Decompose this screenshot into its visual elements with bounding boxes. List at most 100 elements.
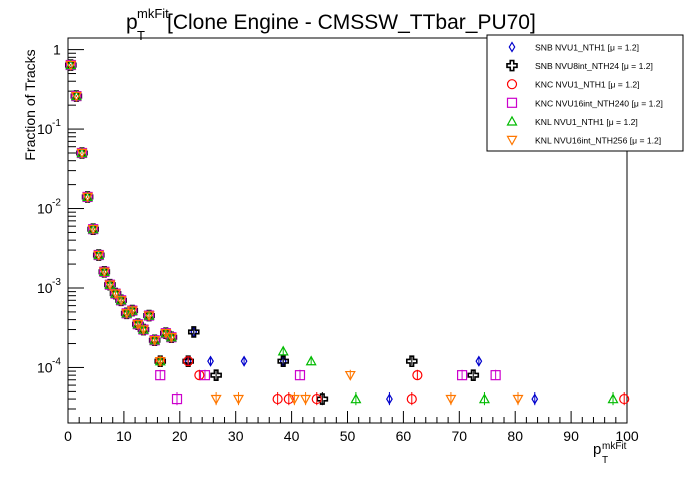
data-point-triangle-down [445,394,457,405]
data-point-triangle-down [65,60,77,71]
y-tick-label-base: 10 [37,121,53,137]
x-axis: 0 10 20 30 40 50 60 70 80 90 100 [64,411,639,444]
x-axis-label-superscript: mkFit [602,441,627,452]
x-axis-label: p mkFit T [593,441,627,466]
data-point-triangle-down [143,311,155,322]
series-group [65,60,524,406]
legend-label: KNL NVU1_NTH1 [μ = 1.2] [535,117,638,127]
data-point-cross [405,355,418,367]
x-tick-label: 60 [396,428,412,444]
data-point-triangle [277,345,289,356]
data-point-triangle-down [300,394,312,405]
data-point-triangle-down [137,325,149,336]
legend-label: SNB NVU1_NTH1 [μ = 1.2] [535,43,639,53]
x-tick-label: 70 [452,428,468,444]
data-point-cross [467,369,480,381]
data-point-triangle [506,115,518,126]
data-point-triangle-down [70,91,82,102]
data-point-circle [272,393,283,405]
data-point-triangle [350,393,362,404]
legend-entry: KNL NVU1_NTH1 [μ = 1.2] [506,115,638,127]
legend-entry: KNL NVU16int_NTH256 [μ = 1.2] [506,135,661,146]
data-point-triangle [478,393,490,404]
data-point-triangle-down [87,224,99,235]
y-axis-label: Fraction of Tracks [22,49,38,160]
data-point-triangle-down [93,250,105,261]
x-tick-label: 30 [228,428,244,444]
y-tick-label-exponent: -4 [52,356,61,367]
data-point-circle [412,370,423,381]
data-point-square [490,370,501,381]
data-point-triangle-down [104,280,116,291]
data-point-triangle-down [506,135,518,146]
data-point-triangle-down [154,356,166,367]
data-point-circle [183,356,194,367]
y-tick-label-exponent: -2 [52,198,61,209]
data-point-triangle-down [288,394,300,405]
data-point-triangle-down [512,394,524,405]
data-point-diamond [240,355,248,367]
x-tick-label: 0 [64,428,72,444]
legend-label: KNL NVU16int_NTH256 [μ = 1.2] [535,136,661,146]
data-point-triangle-down [82,192,94,203]
data-point-triangle [305,355,317,366]
data-point-circle [194,370,205,381]
data-point-triangle-down [98,267,110,278]
data-point-circle [283,393,294,405]
data-point-cross [182,355,194,367]
x-tick-label: 80 [507,428,523,444]
data-point-square [294,370,306,381]
data-point-triangle-down [132,320,144,330]
data-point-square [155,370,166,381]
y-tick-label: 1 [53,42,61,58]
data-point-square [199,370,211,381]
data-point-triangle-down [232,394,245,405]
data-point-triangle-down [115,296,127,307]
legend-entry: KNC NVU16int_NTH240 [μ = 1.2] [506,97,663,108]
data-point-cross [277,355,290,367]
legend-entry: SNB NVU1_NTH1 [μ = 1.2] [508,41,639,53]
data-series-layer [64,59,630,406]
data-point-circle [311,393,322,405]
data-point-circle [619,393,630,405]
data-point-square [171,393,183,405]
x-axis-label-subscript: T [602,455,608,466]
legend-box [486,34,684,152]
data-point-cross [506,59,518,72]
legend-entry: SNB NVU8int_NTH24 [μ = 1.2] [506,59,653,72]
x-tick-label: 50 [340,428,356,444]
data-point-circle [406,393,417,405]
data-point-cross [187,326,200,338]
data-point-triangle-down [149,336,161,346]
data-point-triangle [607,393,619,404]
data-point-triangle-down [344,370,356,381]
title-main: p [126,11,138,34]
x-tick-label: 100 [615,428,639,444]
chart-title: p mkFit T [Clone Engine - CMSSW_TTbar_PU… [126,6,536,43]
y-tick-label-base: 10 [37,280,53,296]
legend-entry: KNC NVU1_NTH1 [μ = 1.2] [506,79,640,90]
y-tick-label-exponent: -1 [52,118,61,129]
y-tick-label-base: 10 [37,201,53,217]
x-tick-label: 10 [116,428,132,444]
data-point-cross [210,369,222,381]
x-tick-label: 40 [284,428,300,444]
data-point-square [506,97,518,108]
title-rest: [Clone Engine - CMSSW_TTbar_PU70] [167,11,536,34]
title-subscript: T [137,28,145,43]
data-point-diamond [531,393,539,405]
data-point-cross [316,393,329,405]
data-point-circle [506,79,518,90]
data-point-triangle-down [126,306,138,317]
data-point-triangle-down [76,148,88,159]
legend: SNB NVU1_NTH1 [μ = 1.2] SNB NVU8int_NTH24… [486,34,684,152]
data-point-square [456,370,468,381]
data-point-triangle-down [109,289,122,300]
data-point-diamond [475,355,483,367]
x-tick-label: 20 [172,428,188,444]
data-point-triangle-down [165,333,177,343]
legend-label: SNB NVU8int_NTH24 [μ = 1.2] [535,61,653,71]
legend-label: KNC NVU16int_NTH240 [μ = 1.2] [535,98,663,108]
legend-label: KNC NVU1_NTH1 [μ = 1.2] [535,80,640,90]
x-axis-label-main: p [593,441,601,458]
